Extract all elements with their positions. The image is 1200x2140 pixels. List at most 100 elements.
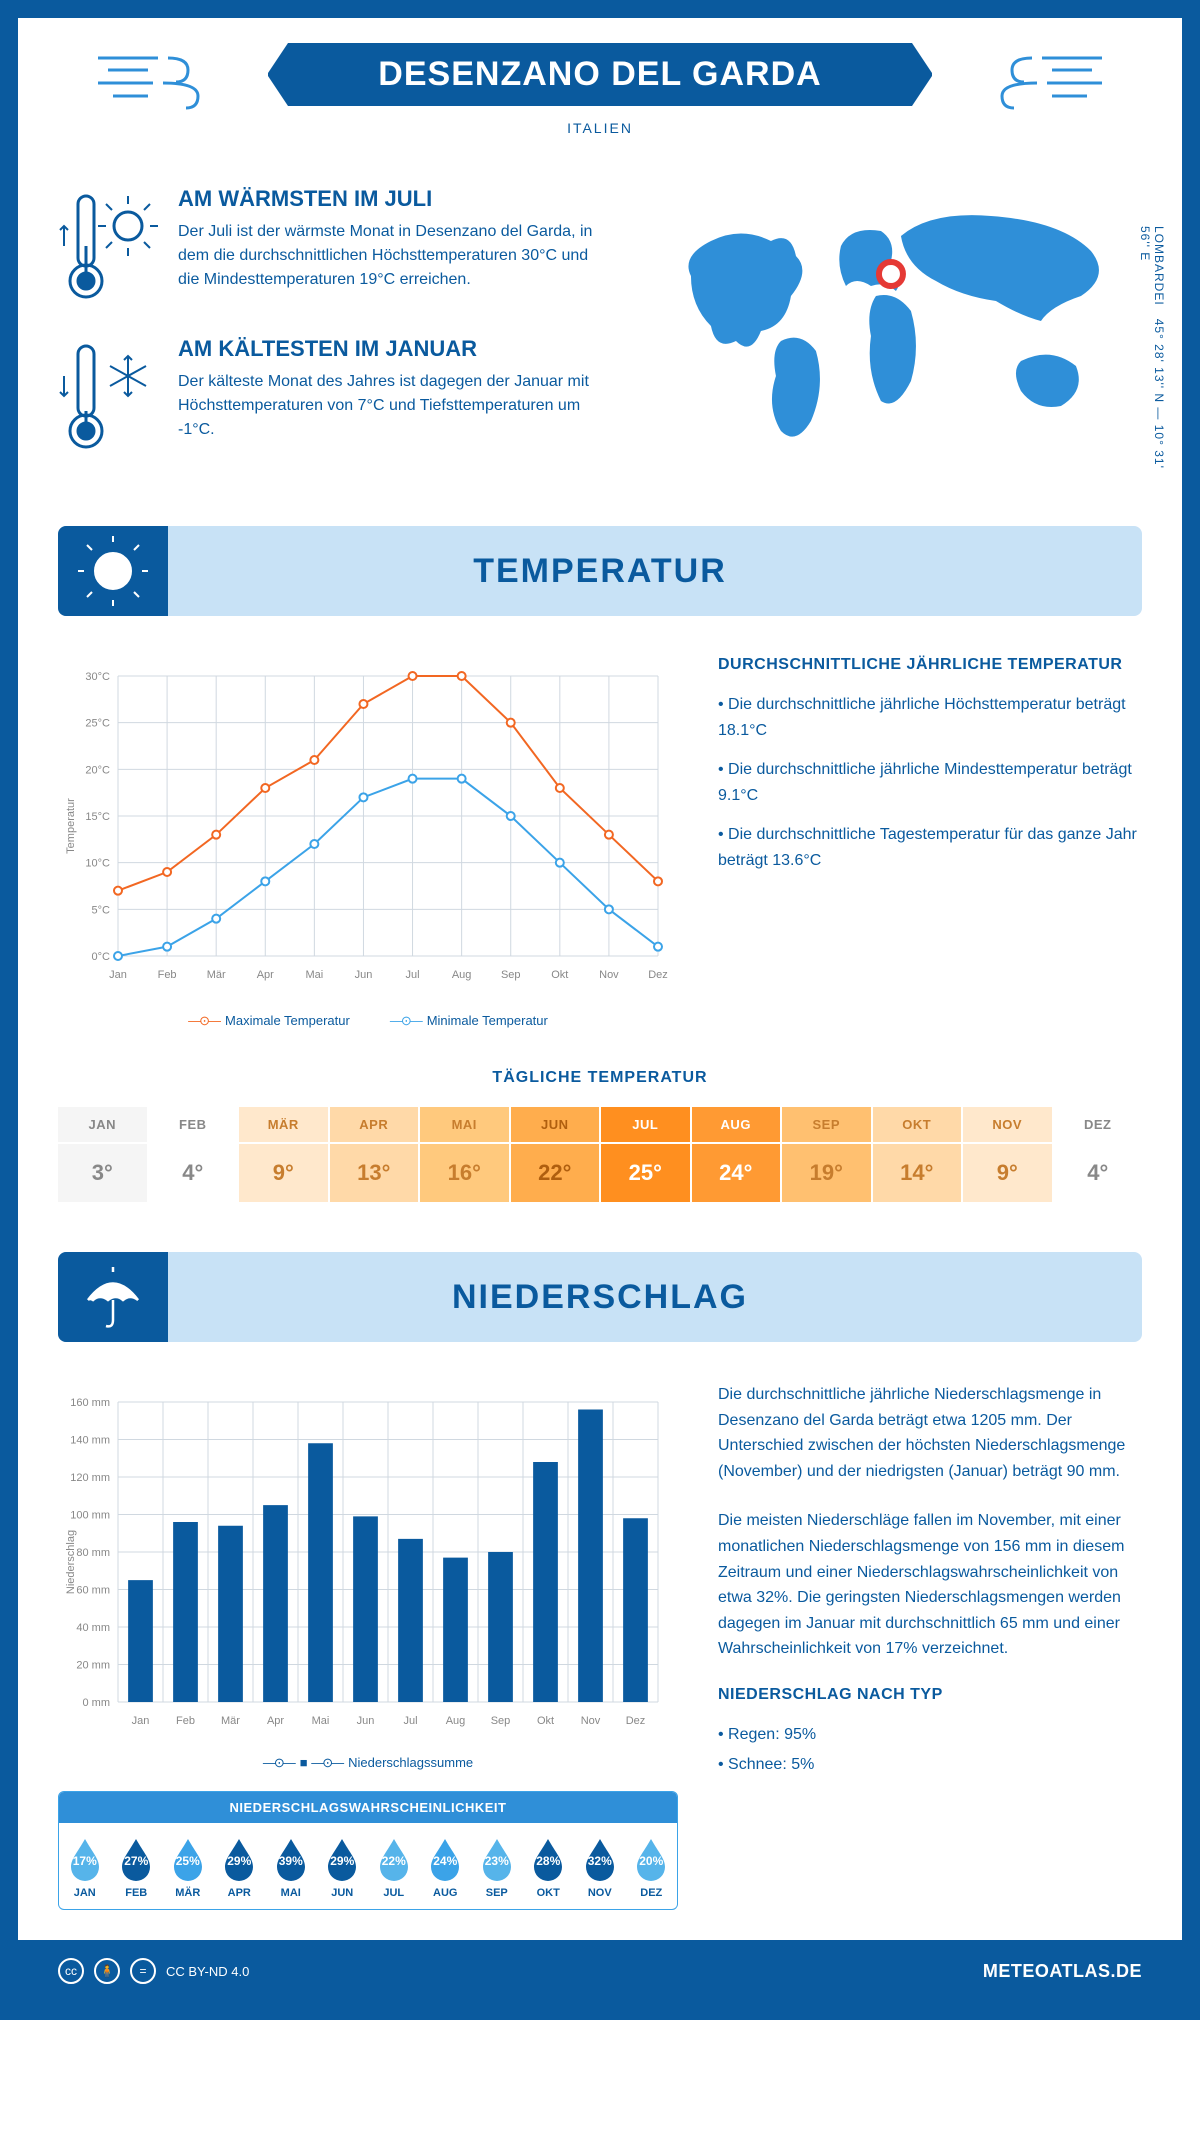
- svg-text:80 mm: 80 mm: [76, 1547, 110, 1559]
- thermometer-snow-icon: [58, 336, 158, 456]
- daily-month: FEB: [149, 1107, 238, 1142]
- svg-text:25°C: 25°C: [85, 718, 110, 730]
- daily-value: 3°: [58, 1144, 147, 1202]
- by-icon: 🧍: [94, 1958, 120, 1984]
- svg-text:Jul: Jul: [403, 1715, 417, 1727]
- daily-month: SEP: [782, 1107, 871, 1142]
- svg-text:10°C: 10°C: [85, 858, 110, 870]
- temp-bullet-2: • Die durchschnittliche jährliche Mindes…: [718, 757, 1142, 808]
- svg-text:100 mm: 100 mm: [70, 1510, 110, 1522]
- svg-text:Feb: Feb: [158, 969, 177, 981]
- svg-text:Temperatur: Temperatur: [65, 798, 77, 854]
- svg-text:Jun: Jun: [355, 969, 373, 981]
- precip-bytype-1: • Regen: 95%: [718, 1722, 1142, 1748]
- precip-legend: ■ Niederschlagssumme: [58, 1755, 678, 1771]
- svg-text:20 mm: 20 mm: [76, 1660, 110, 1672]
- temp-bullet-1: • Die durchschnittliche jährliche Höchst…: [718, 692, 1142, 743]
- umbrella-icon: [58, 1252, 168, 1342]
- svg-text:40 mm: 40 mm: [76, 1622, 110, 1634]
- fact-cold-title: AM KÄLTESTEN IM JANUAR: [178, 336, 610, 362]
- daily-temp-title: TÄGLICHE TEMPERATUR: [58, 1069, 1142, 1087]
- prob-cell: 29%APR: [214, 1823, 266, 1909]
- svg-text:20°C: 20°C: [85, 764, 110, 776]
- daily-value: 13°: [330, 1144, 419, 1202]
- svg-text:15°C: 15°C: [85, 811, 110, 823]
- precip-text-2: Die meisten Niederschläge fallen im Nove…: [718, 1508, 1142, 1662]
- section-title-precip: NIEDERSCHLAG: [58, 1278, 1142, 1317]
- daily-month: APR: [330, 1107, 419, 1142]
- prob-cell: 32%NOV: [574, 1823, 626, 1909]
- daily-month: JUL: [601, 1107, 690, 1142]
- intro-section: AM WÄRMSTEN IM JULI Der Juli ist der wär…: [58, 156, 1142, 526]
- daily-value: 22°: [511, 1144, 600, 1202]
- wind-icon: [88, 38, 208, 118]
- svg-text:Sep: Sep: [501, 969, 521, 981]
- fact-coldest: AM KÄLTESTEN IM JANUAR Der kälteste Mona…: [58, 336, 610, 456]
- daily-value: 4°: [1054, 1144, 1143, 1202]
- daily-month: JAN: [58, 1107, 147, 1142]
- daily-month: DEZ: [1054, 1107, 1143, 1142]
- svg-text:Sep: Sep: [491, 1715, 511, 1727]
- svg-text:30°C: 30°C: [85, 671, 110, 683]
- temp-summary-title: DURCHSCHNITTLICHE JÄHRLICHE TEMPERATUR: [718, 656, 1142, 674]
- precip-prob-title: NIEDERSCHLAGSWAHRSCHEINLICHKEIT: [59, 1792, 677, 1823]
- svg-text:Apr: Apr: [267, 1715, 284, 1727]
- wind-icon: [992, 38, 1112, 118]
- svg-text:Mai: Mai: [312, 1715, 330, 1727]
- legend-max: Maximale Temperatur: [188, 1013, 350, 1029]
- prob-cell: 27%FEB: [111, 1823, 163, 1909]
- svg-text:Mai: Mai: [305, 969, 323, 981]
- svg-text:Okt: Okt: [537, 1715, 554, 1727]
- legend-precip-sum: ■ Niederschlagssumme: [263, 1755, 473, 1771]
- daily-value: 19°: [782, 1144, 871, 1202]
- daily-value: 9°: [239, 1144, 328, 1202]
- daily-value: 14°: [873, 1144, 962, 1202]
- license: cc 🧍 = CC BY-ND 4.0: [58, 1958, 249, 1984]
- coordinates: LOMBARDEI 45° 28' 13'' N — 10° 31' 56'' …: [1138, 226, 1166, 486]
- svg-text:Apr: Apr: [257, 969, 274, 981]
- prob-cell: 24%AUG: [420, 1823, 472, 1909]
- prob-cell: 25%MÄR: [162, 1823, 214, 1909]
- svg-text:Feb: Feb: [176, 1715, 195, 1727]
- brand-label: METEOATLAS.DE: [983, 1961, 1142, 1982]
- temperature-line-chart: 0°C5°C10°C15°C20°C25°C30°CJanFebMärAprMa…: [58, 656, 678, 996]
- svg-text:120 mm: 120 mm: [70, 1472, 110, 1484]
- temperature-legend: Maximale Temperatur Minimale Temperatur: [58, 1013, 678, 1029]
- svg-text:Dez: Dez: [648, 969, 668, 981]
- world-map: [640, 186, 1142, 466]
- svg-text:Aug: Aug: [446, 1715, 466, 1727]
- svg-text:0°C: 0°C: [92, 951, 111, 963]
- page-title: DESENZANO DEL GARDA: [288, 43, 911, 106]
- svg-text:Niederschlag: Niederschlag: [65, 1530, 77, 1594]
- svg-text:Okt: Okt: [551, 969, 568, 981]
- cc-icon: cc: [58, 1958, 84, 1984]
- svg-text:5°C: 5°C: [92, 904, 111, 916]
- svg-text:Jun: Jun: [357, 1715, 375, 1727]
- svg-text:Nov: Nov: [581, 1715, 601, 1727]
- svg-text:140 mm: 140 mm: [70, 1435, 110, 1447]
- page-subtitle: ITALIEN: [58, 120, 1142, 136]
- svg-text:Dez: Dez: [626, 1715, 646, 1727]
- precipitation-bar-chart: 0 mm 20 mm 40 mm 60 mm 80 mm 100 mm 120 mm 140 …: [58, 1382, 678, 1742]
- sun-icon: [58, 526, 168, 616]
- precip-bytype-title: NIEDERSCHLAG NACH TYP: [718, 1686, 1142, 1704]
- fact-warm-text: Der Juli ist der wärmste Monat in Desenz…: [178, 220, 610, 292]
- svg-text:0 mm: 0 mm: [83, 1697, 111, 1709]
- svg-text:60 mm: 60 mm: [76, 1585, 110, 1597]
- daily-value: 9°: [963, 1144, 1052, 1202]
- section-precip-band: NIEDERSCHLAG: [58, 1252, 1142, 1342]
- daily-month: AUG: [692, 1107, 781, 1142]
- legend-min: Minimale Temperatur: [390, 1013, 548, 1029]
- prob-cell: 29%JUN: [317, 1823, 369, 1909]
- daily-month: NOV: [963, 1107, 1052, 1142]
- daily-month: JUN: [511, 1107, 600, 1142]
- daily-value: 24°: [692, 1144, 781, 1202]
- svg-text:Mär: Mär: [221, 1715, 240, 1727]
- svg-text:Nov: Nov: [599, 969, 619, 981]
- daily-value: 16°: [420, 1144, 509, 1202]
- thermometer-sun-icon: [58, 186, 158, 306]
- temp-bullet-3: • Die durchschnittliche Tagestemperatur …: [718, 822, 1142, 873]
- daily-temp-table: JANFEBMÄRAPRMAIJUNJULAUGSEPOKTNOVDEZ3°4°…: [58, 1107, 1142, 1202]
- fact-cold-text: Der kälteste Monat des Jahres ist dagege…: [178, 370, 610, 442]
- daily-month: MÄR: [239, 1107, 328, 1142]
